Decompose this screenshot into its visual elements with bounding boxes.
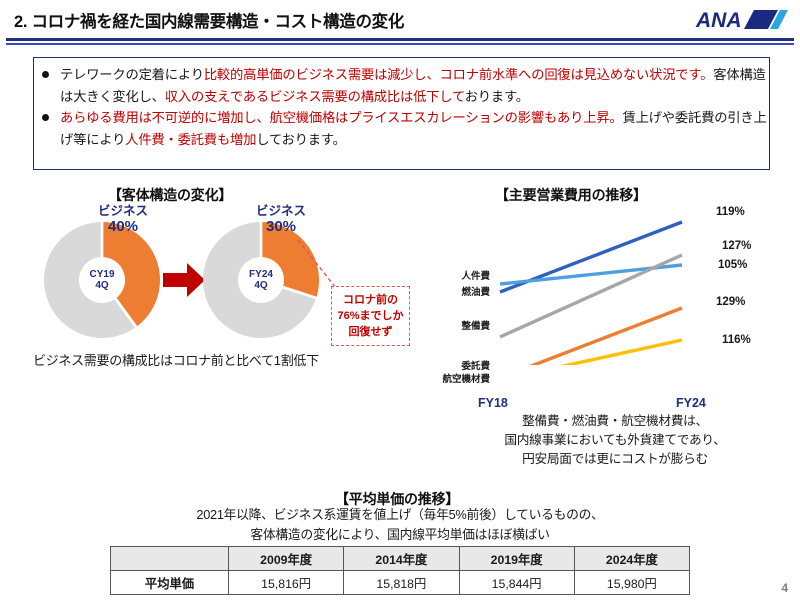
donut-chart-fy24: FY24 4Q bbox=[203, 222, 319, 338]
text-run: おります。 bbox=[464, 88, 529, 104]
callout-leader-line bbox=[296, 238, 340, 290]
bullet-dot-icon bbox=[42, 114, 49, 121]
summary-box: テレワークの定着により比較的高単価のビジネス需要は減少し、コロナ前水準への回復は… bbox=[33, 57, 770, 170]
segment-percent: 30% bbox=[265, 218, 297, 235]
segment-percent: 40% bbox=[107, 218, 139, 235]
donut-segment-label-cy19: ビジネス 40% bbox=[98, 204, 148, 234]
end-label-127: 127% bbox=[722, 240, 752, 252]
logo-mark-navy bbox=[744, 10, 778, 29]
series-label-jinkenhi: 人件費 bbox=[461, 271, 490, 282]
logo-mark-cyan bbox=[770, 10, 788, 29]
text-run: しております。 bbox=[256, 131, 346, 147]
donut-center-line1: CY19 bbox=[89, 268, 115, 280]
series-label-itakuhi: 委託費 bbox=[461, 361, 490, 372]
header-rule-thin bbox=[6, 43, 794, 45]
ana-logo: ANA bbox=[694, 6, 794, 34]
left-panel-heading: 【客体構造の変化】 bbox=[108, 187, 233, 203]
table-col-2024: 2024年度 bbox=[573, 546, 691, 571]
segment-name: ビジネス bbox=[98, 204, 149, 218]
callout-line-3: 回復せず bbox=[348, 326, 393, 338]
bottom-note-line-1: 2021年以降、ビジネス系運賃を値上げ（毎年5%前後）しているものの、 bbox=[196, 507, 604, 522]
donut-center-line1: FY24 bbox=[249, 268, 273, 280]
cell-2009: 15,816円 bbox=[227, 570, 345, 595]
table-corner-cell bbox=[110, 546, 229, 571]
series-line-3 bbox=[499, 306, 683, 380]
cell-2014: 15,818円 bbox=[343, 570, 460, 595]
donut-center-label-cy19: CY19 4Q bbox=[79, 257, 125, 303]
end-label-116: 116% bbox=[722, 334, 751, 346]
table-col-2019: 2019年度 bbox=[458, 546, 575, 571]
summary-bullet-2: あらゆる費用は不可逆的に増加し、航空機価格はプライスエスカレーションの影響もあり… bbox=[34, 107, 769, 150]
bullet-dot-icon bbox=[42, 71, 49, 78]
header-rule-thick bbox=[6, 38, 794, 41]
end-label-129: 129% bbox=[716, 296, 746, 308]
bottom-panel-heading: 【平均単価の推移】 bbox=[335, 491, 460, 507]
summary-bullet-1-text: テレワークの定着により比較的高単価のビジネス需要は減少し、コロナ前水準への回復は… bbox=[60, 67, 766, 104]
table-col-2014: 2014年度 bbox=[343, 546, 460, 571]
text-run: 客体構造は大きく変化し、 bbox=[60, 67, 766, 104]
bottom-panel-note: 2021年以降、ビジネス系運賃を値上げ（毎年5%前後）しているものの、 客体構造… bbox=[120, 505, 680, 544]
left-panel-note: ビジネス需要の構成比はコロナ前と比べて1割低下 bbox=[33, 353, 319, 368]
cell-2024: 15,980円 bbox=[573, 570, 691, 595]
donut-center-line2: 4Q bbox=[95, 280, 109, 291]
table-col-2009: 2009年度 bbox=[227, 546, 345, 571]
text-run: テレワークの定着により bbox=[60, 67, 204, 82]
row-label-average-price: 平均単価 bbox=[110, 570, 229, 595]
x-axis-label-fy18: FY18 bbox=[478, 396, 508, 410]
page-number: 4 bbox=[781, 581, 788, 595]
bottom-note-line-2: 客体構造の変化により、国内線平均単価はほぼ横ばい bbox=[250, 526, 550, 542]
series-label-nenyuhi: 燃油費 bbox=[461, 287, 490, 298]
text-run: 人件費・委託費も増加 bbox=[125, 131, 257, 147]
series-label-kokukizaihi: 航空機材費 bbox=[442, 374, 490, 385]
text-run: あらゆる費用は不可逆的に増加し、 bbox=[60, 110, 270, 125]
text-run: 賃上げや委託費の引き上げ等により bbox=[60, 110, 767, 147]
text-run: 比較的高単価のビジネス需要は減少し、コロナ前水準への回復は見込めない状況です。 bbox=[203, 67, 714, 82]
right-note-line-3: 円安局面では更にコストが膨らむ bbox=[522, 452, 708, 466]
summary-bullet-1: テレワークの定着により比較的高単価のビジネス需要は減少し、コロナ前水準への回復は… bbox=[34, 64, 769, 107]
callout-line-2: 76%までしか bbox=[337, 310, 404, 322]
end-label-105: 105% bbox=[718, 259, 748, 271]
callout-line-1: コロナ前の bbox=[343, 294, 398, 306]
table-row: 平均単価 15,816円 15,818円 15,844円 15,980円 bbox=[110, 570, 691, 595]
donut-center-label-fy24: FY24 4Q bbox=[238, 257, 284, 303]
text-run: 航空機価格はプライスエスカレーションの影響もあり上昇。 bbox=[269, 110, 623, 125]
segment-name: ビジネス bbox=[256, 204, 307, 218]
transition-arrow-icon bbox=[163, 262, 205, 298]
series-line-2 bbox=[499, 253, 683, 339]
table-header-row: 2009年度 2014年度 2019年度 2024年度 bbox=[110, 546, 691, 571]
series-label-seibihi: 整備費 bbox=[461, 321, 490, 332]
right-panel-heading: 【主要営業費用の推移】 bbox=[495, 187, 647, 203]
page-title: 2. コロナ禍を経た国内線需要構造・コスト構造の変化 bbox=[14, 13, 405, 31]
average-unit-price-table: 2009年度 2014年度 2019年度 2024年度 平均単価 15,816円… bbox=[110, 546, 691, 595]
right-note-line-1: 整備費・燃油費・航空機材費は、 bbox=[522, 414, 708, 428]
callout-box-recovery: コロナ前の 76%までしか 回復せず bbox=[331, 286, 410, 346]
donut-segment-label-fy24: ビジネス 30% bbox=[256, 204, 306, 234]
x-axis-label-fy24: FY24 bbox=[676, 396, 706, 410]
right-panel-note: 整備費・燃油費・航空機材費は、 国内線事業においても外貨建てであり、 円安局面で… bbox=[440, 412, 790, 469]
right-note-line-2: 国内線事業においても外貨建てであり、 bbox=[504, 433, 726, 447]
donut-chart-cy19: CY19 4Q bbox=[44, 222, 160, 338]
logo-text: ANA bbox=[695, 9, 742, 32]
text-run: 収入の支えであるビジネス需要の構成比は低下して bbox=[164, 88, 465, 104]
donut-center-line2: 4Q bbox=[254, 280, 268, 291]
summary-bullet-2-text: あらゆる費用は不可逆的に増加し、航空機価格はプライスエスカレーションの影響もあり… bbox=[60, 110, 767, 147]
end-label-119: 119% bbox=[716, 206, 745, 218]
cell-2019: 15,844円 bbox=[458, 570, 575, 595]
